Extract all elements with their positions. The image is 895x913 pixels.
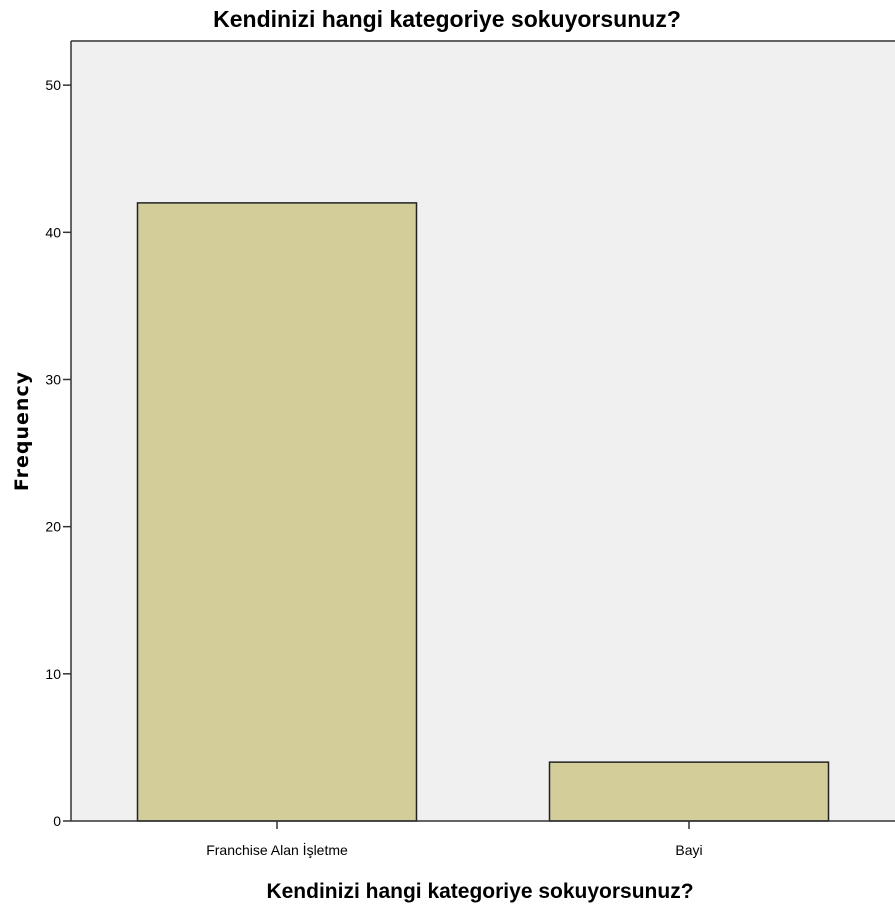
y-tick-label: 0 [53, 813, 61, 829]
x-tick-label: Franchise Alan İşletme [206, 841, 348, 858]
x-tick-label: Bayi [675, 842, 702, 858]
y-tick-label: 40 [45, 224, 61, 240]
chart-title: Kendinizi hangi kategoriye sokuyorsunuz? [213, 6, 681, 32]
y-tick-label: 10 [45, 666, 61, 682]
y-ticks-group: 0 10 20 30 40 50 [45, 77, 71, 829]
bar-2 [548, 761, 830, 822]
x-ticks-group: Franchise Alan İşletme Bayi [206, 821, 703, 858]
y-axis-label: Frequency [11, 371, 33, 491]
bar-1 [136, 202, 418, 822]
bars-group [136, 202, 830, 822]
y-tick-label: 50 [45, 77, 61, 93]
axes-group [70, 40, 895, 822]
y-tick-label: 20 [45, 519, 61, 535]
y-tick-label: 30 [45, 371, 61, 387]
x-axis-label: Kendinizi hangi kategoriye sokuyorsunuz? [266, 880, 693, 903]
